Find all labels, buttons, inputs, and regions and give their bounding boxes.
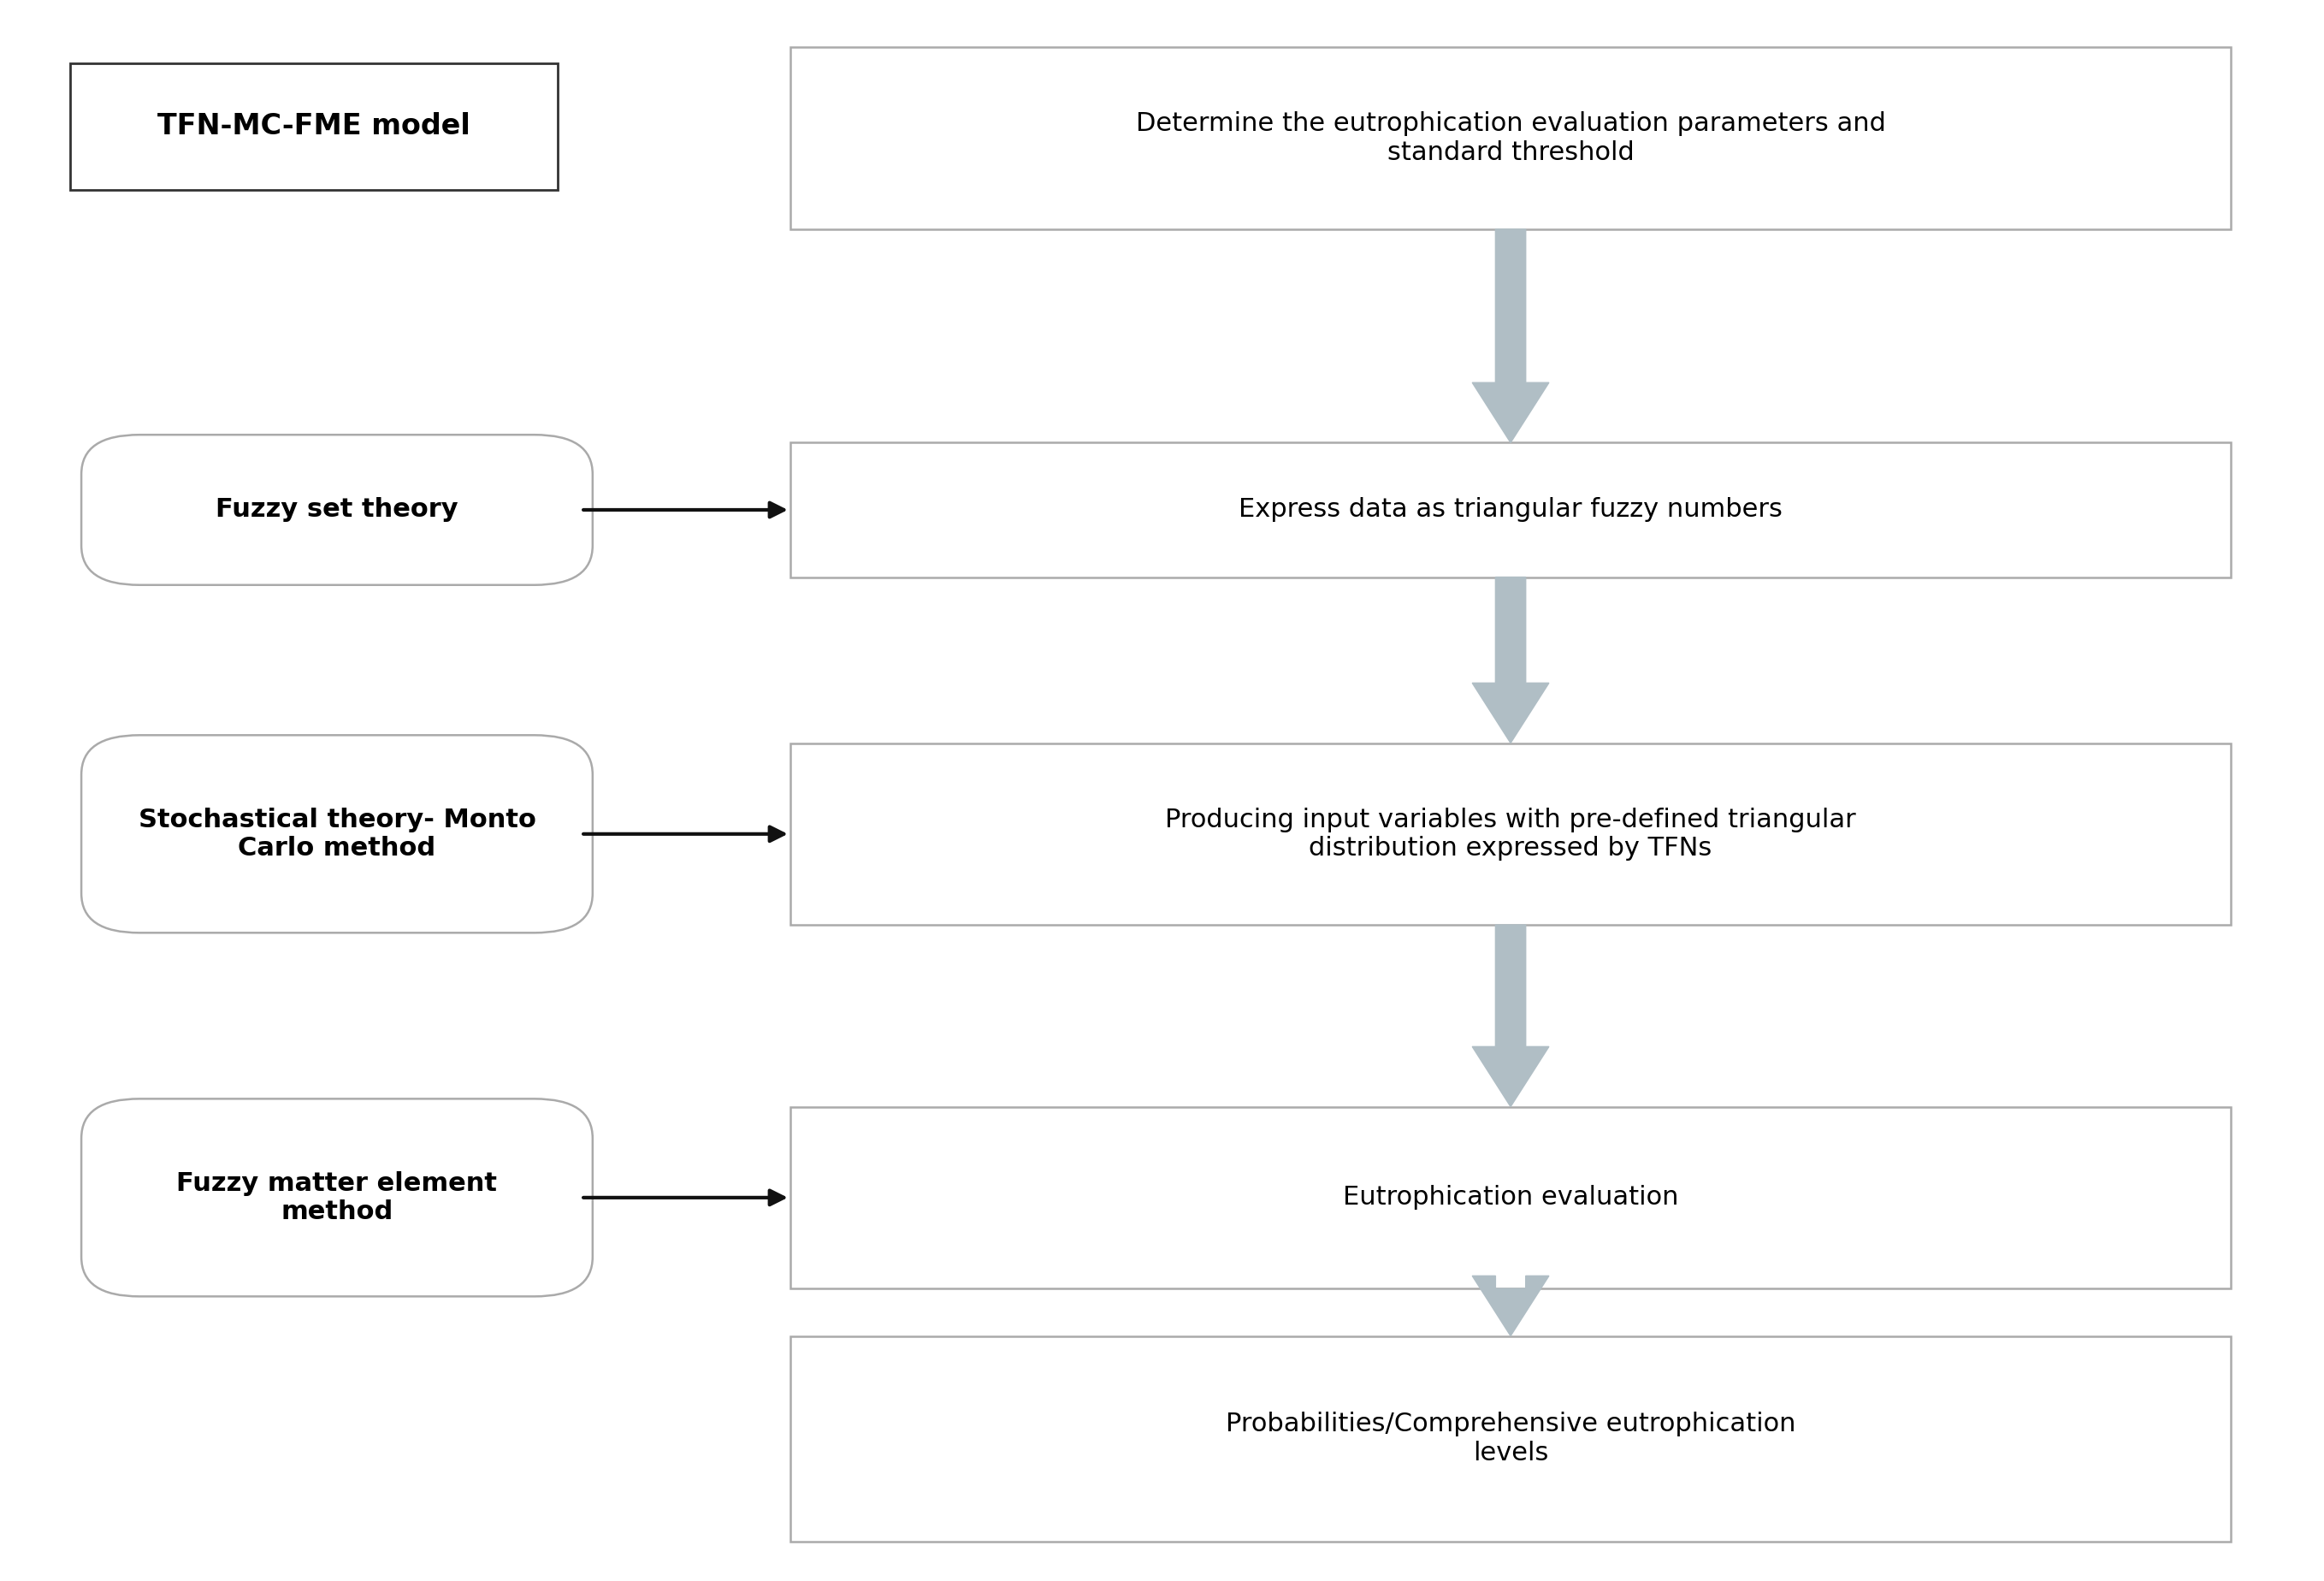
Polygon shape xyxy=(1473,1276,1548,1336)
FancyBboxPatch shape xyxy=(81,735,593,933)
Text: Stochastical theory- Monto
Carlo method: Stochastical theory- Monto Carlo method xyxy=(137,808,537,860)
FancyBboxPatch shape xyxy=(81,1099,593,1296)
FancyBboxPatch shape xyxy=(81,435,593,585)
Polygon shape xyxy=(1473,577,1548,743)
FancyBboxPatch shape xyxy=(790,743,2231,925)
Text: Fuzzy set theory: Fuzzy set theory xyxy=(216,498,458,522)
FancyBboxPatch shape xyxy=(790,1107,2231,1289)
Text: Producing input variables with pre-defined triangular
distribution expressed by : Producing input variables with pre-defin… xyxy=(1164,808,1857,860)
Text: Probabilities/Comprehensive eutrophication
levels: Probabilities/Comprehensive eutrophicati… xyxy=(1225,1412,1796,1466)
Text: TFN-MC-FME model: TFN-MC-FME model xyxy=(158,112,469,141)
Text: Eutrophication evaluation: Eutrophication evaluation xyxy=(1343,1186,1678,1209)
Text: Express data as triangular fuzzy numbers: Express data as triangular fuzzy numbers xyxy=(1239,498,1783,522)
FancyBboxPatch shape xyxy=(70,63,558,190)
FancyBboxPatch shape xyxy=(790,47,2231,229)
Text: Determine the eutrophication evaluation parameters and
standard threshold: Determine the eutrophication evaluation … xyxy=(1136,112,1885,164)
FancyBboxPatch shape xyxy=(790,1336,2231,1541)
FancyBboxPatch shape xyxy=(790,443,2231,577)
Text: Fuzzy matter element
method: Fuzzy matter element method xyxy=(177,1172,497,1224)
Polygon shape xyxy=(1473,925,1548,1107)
Polygon shape xyxy=(1473,229,1548,443)
